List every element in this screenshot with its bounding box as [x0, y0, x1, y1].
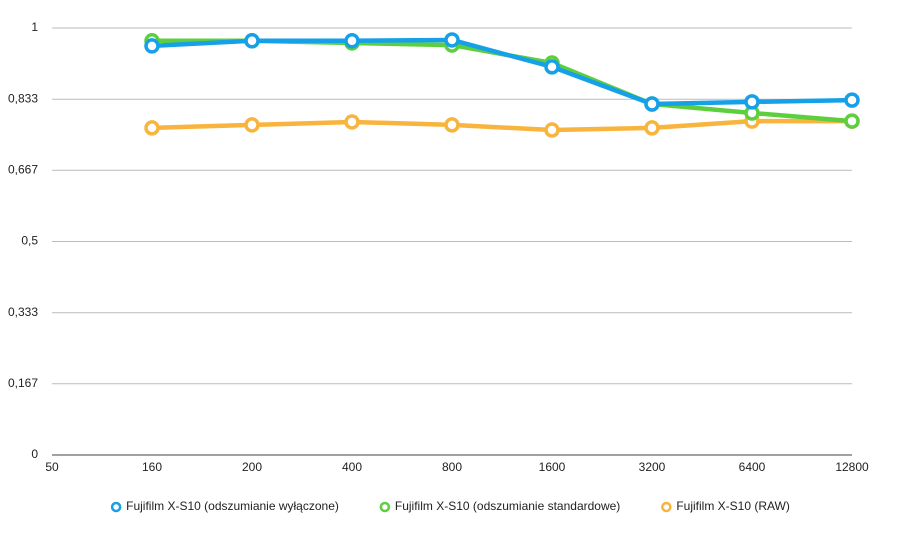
y-tick-label: 0,833 — [8, 91, 38, 105]
x-tick-label: 1600 — [539, 460, 566, 474]
x-tick-label: 400 — [342, 460, 362, 474]
point-marker — [644, 120, 660, 136]
point-marker — [644, 96, 660, 112]
x-tick-label: 800 — [442, 460, 462, 474]
point-marker — [444, 117, 460, 133]
point-marker — [544, 59, 560, 75]
y-tick-label: 0,167 — [8, 376, 38, 390]
point-marker — [244, 117, 260, 133]
legend-marker — [379, 501, 391, 513]
point-marker — [144, 38, 160, 54]
point-marker — [744, 94, 760, 110]
legend-marker — [110, 501, 122, 513]
point-marker — [844, 92, 860, 108]
y-tick-label: 0,667 — [8, 162, 38, 176]
point-marker — [144, 120, 160, 136]
point-marker — [344, 114, 360, 130]
y-tick-label: 0 — [31, 447, 38, 461]
y-tick-label: 1 — [31, 20, 38, 34]
x-tick-label: 200 — [242, 460, 262, 474]
x-tick-label: 12800 — [835, 460, 869, 474]
x-tick-label: 160 — [142, 460, 162, 474]
series-line — [149, 118, 855, 133]
legend-label: Fujifilm X-S10 (RAW) — [676, 499, 790, 513]
legend-label: Fujifilm X-S10 (odszumianie wyłączone) — [126, 499, 339, 513]
y-tick-label: 0,333 — [8, 305, 38, 319]
legend-marker — [661, 501, 672, 513]
x-tick-label: 50 — [45, 460, 59, 474]
point-marker — [344, 33, 360, 49]
legend-label: Fujifilm X-S10 (odszumianie standardowe) — [395, 499, 620, 513]
point-marker — [844, 113, 860, 129]
x-tick-label: 6400 — [739, 460, 766, 474]
x-tick-label: 3200 — [639, 460, 666, 474]
point-marker — [244, 33, 260, 49]
point-marker — [544, 122, 560, 138]
series-line — [149, 37, 855, 107]
y-tick-label: 0,5 — [21, 234, 38, 248]
point-marker — [444, 32, 460, 48]
